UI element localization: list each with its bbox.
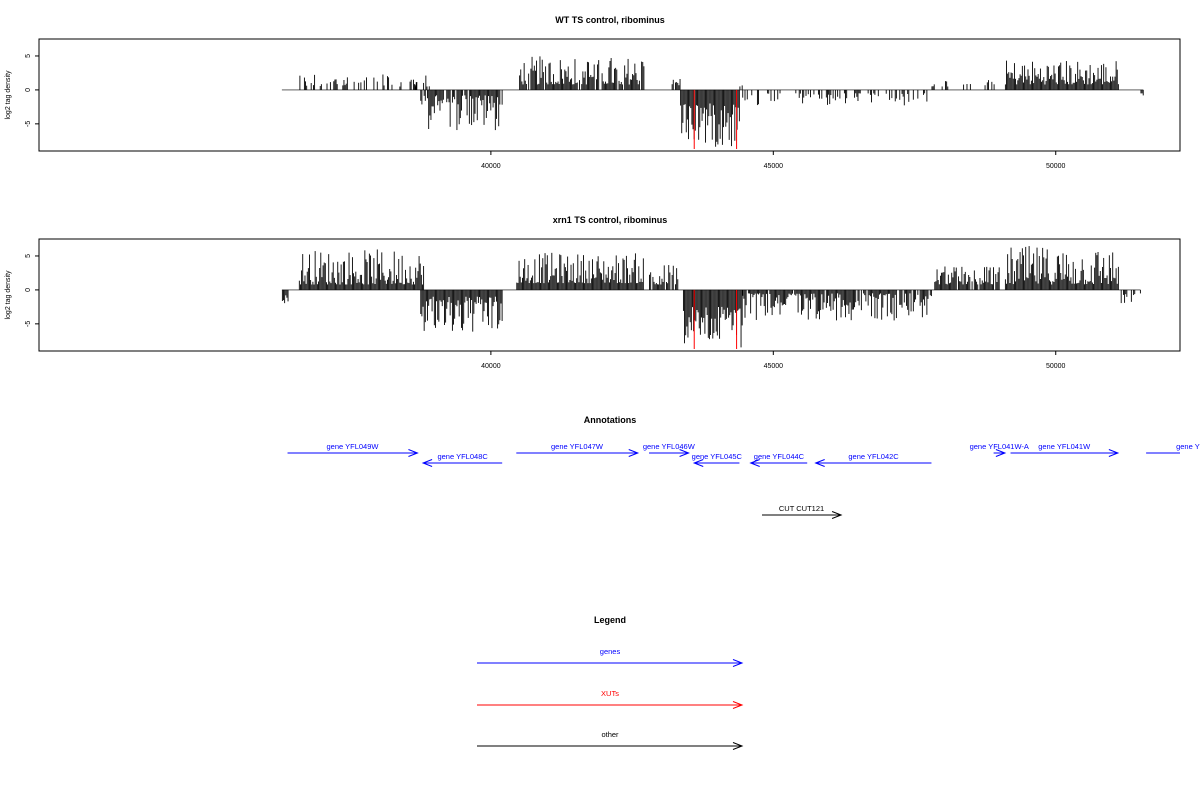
annotation-feature: gene YFL047W: [516, 442, 640, 457]
x-tick-label: 40000: [481, 163, 501, 170]
y-tick-label: 5: [25, 54, 32, 58]
annotations-title: Annotations: [584, 415, 637, 425]
x-axis: 40000 45000 50000: [481, 351, 1066, 370]
legend-item: XUTs: [477, 689, 744, 709]
plot-frame: [38, 38, 1181, 152]
xut-markers: [693, 89, 738, 149]
legend-swatch-arrowhead: [732, 742, 744, 750]
feature-label: gene YFL046W: [643, 442, 696, 451]
annotation-feature: gene YFL048C: [421, 452, 503, 467]
density-bars: [281, 56, 1144, 147]
x-tick-label: 40000: [481, 363, 501, 370]
annotation-feature: gene YFL041W: [1010, 442, 1120, 457]
legend-items: genes XUTs other: [477, 647, 744, 750]
xut-markers: [693, 289, 738, 349]
legend: Legend genes XUTs other: [477, 615, 744, 750]
feature-label: gene YFL042C: [848, 452, 899, 461]
x-tick-label: 45000: [764, 363, 784, 370]
track-panel-xrn1: xrn1 TS control, ribominus log2 tag dens…: [5, 215, 1181, 370]
annotation-features: gene YFL049W gene YFL048C gene YFL047W gene…: [287, 442, 1200, 519]
annotation-feature: gene YFL042C: [814, 452, 932, 467]
legend-label: XUTs: [601, 689, 619, 698]
feature-arrow-head: [995, 449, 1007, 457]
feature-arrow-head: [831, 511, 843, 519]
legend-label: genes: [600, 647, 621, 656]
legend-item: genes: [477, 647, 744, 667]
feature-arrow-head: [814, 459, 825, 467]
feature-label: gene Y: [1176, 442, 1200, 451]
feature-label: gene YFL041W-A: [970, 442, 1029, 451]
x-tick-label: 45000: [764, 163, 784, 170]
feature-label: gene YFL044C: [754, 452, 805, 461]
feature-label: gene YFL041W: [1038, 442, 1091, 451]
feature-label: gene YFL048C: [437, 452, 488, 461]
legend-item: other: [477, 730, 744, 750]
legend-title: Legend: [594, 615, 626, 625]
feature-arrow-head: [1108, 449, 1120, 457]
annotation-feature: gene YFL049W: [287, 442, 419, 457]
legend-swatch-arrowhead: [732, 659, 744, 667]
y-tick-label: 0: [25, 88, 32, 92]
x-tick-label: 50000: [1046, 163, 1066, 170]
feature-arrow-head: [749, 459, 760, 467]
density-bars: [281, 246, 1141, 348]
feature-label: gene YFL047W: [551, 442, 604, 451]
annotation-feature: CUT CUT121: [762, 504, 843, 519]
feature-arrow-head: [679, 449, 690, 457]
panel-title: WT TS control, ribominus: [555, 15, 665, 25]
x-tick-label: 50000: [1046, 363, 1066, 370]
y-tick-label: 0: [25, 288, 32, 292]
plot-frame: [38, 238, 1181, 352]
track-panel-wt: WT TS control, ribominus log2 tag densit…: [5, 15, 1181, 170]
annotation-feature: gene YFL041W-A: [970, 442, 1029, 457]
feature-arrow-head: [628, 449, 640, 457]
y-tick-label: -5: [25, 321, 32, 327]
legend-label: other: [601, 730, 619, 739]
y-axis-label: log2 tag density: [5, 270, 12, 320]
annotation-feature: gene Y: [1146, 442, 1200, 454]
annotation-feature: gene YFL045C: [692, 452, 743, 467]
x-axis: 40000 45000 50000: [481, 151, 1066, 170]
feature-label: CUT CUT121: [779, 504, 824, 513]
feature-arrow-head: [692, 459, 704, 467]
feature-label: gene YFL049W: [327, 442, 380, 451]
legend-swatch-arrowhead: [732, 701, 744, 709]
feature-label: gene YFL045C: [692, 452, 743, 461]
panel-title: xrn1 TS control, ribominus: [553, 215, 668, 225]
feature-arrow-head: [408, 449, 419, 457]
feature-arrow-head: [421, 459, 433, 467]
y-tick-label: 5: [25, 254, 32, 258]
annotation-feature: gene YFL044C: [749, 452, 808, 467]
y-axis: -5 0 5: [25, 54, 39, 127]
y-axis: -5 0 5: [25, 254, 39, 327]
annotation-feature: gene YFL046W: [643, 442, 696, 457]
y-tick-label: -5: [25, 121, 32, 127]
y-axis-label: log2 tag density: [5, 70, 12, 120]
